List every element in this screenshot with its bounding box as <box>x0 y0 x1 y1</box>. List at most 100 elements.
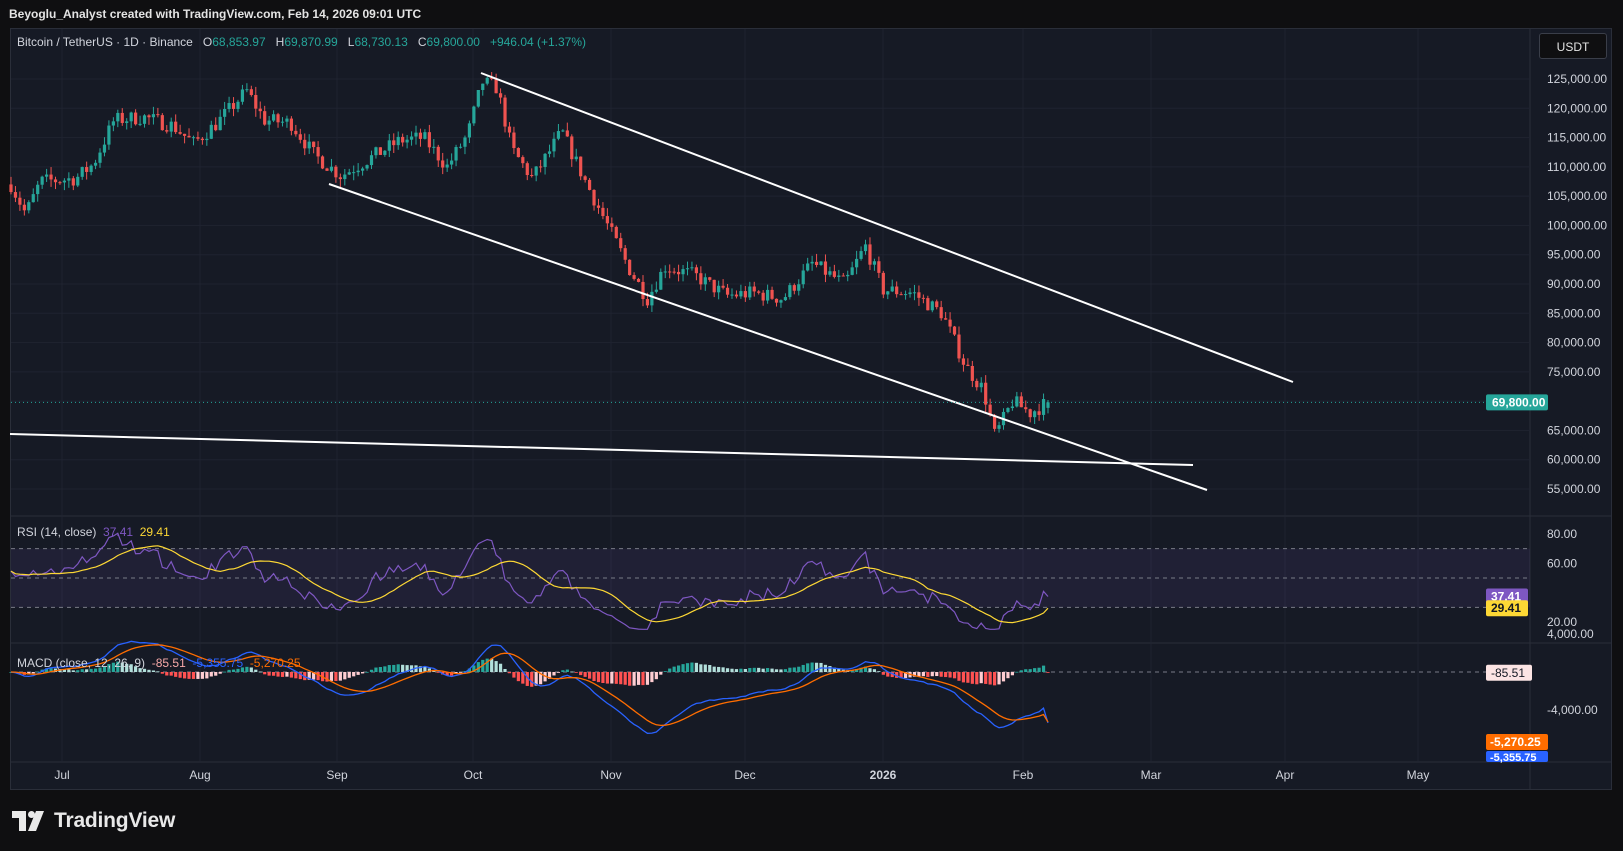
macd-hist-bar-27 <box>129 664 133 672</box>
candle-body-205 <box>921 297 925 299</box>
macd-hist-bar-45 <box>209 672 213 677</box>
candle-body-2 <box>18 197 22 205</box>
macd-hist-bar-55 <box>254 669 258 672</box>
macd-tag: -5,355.75 <box>1490 752 1536 764</box>
macd-hist-bar-18 <box>89 668 93 672</box>
macd-hist-bar-12 <box>62 669 67 672</box>
trendline-lower <box>328 183 1208 491</box>
macd-hist-bar-80 <box>365 671 369 673</box>
macd-hist-bar-88 <box>401 664 405 672</box>
candle-body-209 <box>939 307 943 319</box>
macd-hist-bar-32 <box>151 670 156 672</box>
rsi-ma-tag-bg <box>1486 600 1528 617</box>
macd-hist-bar-141 <box>636 672 641 685</box>
macd-hist-bar-223 <box>1001 672 1006 682</box>
candle-body-10 <box>53 179 58 183</box>
candle-body-212 <box>952 326 957 335</box>
candle-body-163 <box>734 294 739 297</box>
candle-body-197 <box>886 291 890 295</box>
candle-body-222 <box>997 425 1001 429</box>
candle-body-199 <box>895 286 899 295</box>
candle-body-144 <box>650 291 654 306</box>
macd-hist-bar-8 <box>45 668 49 672</box>
macd-hist-bar-52 <box>240 667 245 672</box>
candle-body-182 <box>819 261 823 265</box>
macd-hist-bar-154 <box>694 662 698 672</box>
candle-body-177 <box>797 284 801 291</box>
candle-body-63 <box>289 118 293 131</box>
rsi-title: RSI (14, close) <box>17 525 97 539</box>
macd-hist-bar-53 <box>245 666 249 672</box>
macd-hist-bar-192 <box>863 666 868 672</box>
price-axis-label-1: 120,000.00 <box>1547 101 1607 115</box>
candle-body-42 <box>196 137 200 139</box>
candle-body-149 <box>672 271 676 273</box>
macd-hist-bar-155 <box>699 664 703 672</box>
macd-pane <box>9 640 1530 734</box>
candle-body-97 <box>441 160 445 168</box>
candle-body-58 <box>267 120 271 125</box>
rsi-value: 37.41 <box>103 525 134 539</box>
price-axis-label-11: 65,000.00 <box>1547 423 1601 437</box>
macd-hist-tag-bg <box>1486 664 1532 681</box>
candle-body-206 <box>926 298 930 311</box>
rsi-ma-line <box>10 545 1049 624</box>
macd-hist-bar-85 <box>387 665 391 672</box>
candle-body-110 <box>498 93 503 98</box>
candle-body-226 <box>1015 396 1019 407</box>
candle-body-185 <box>832 271 836 277</box>
candle-body-130 <box>587 179 592 190</box>
candle-body-141 <box>636 278 641 282</box>
candle-body-175 <box>788 285 792 298</box>
macd-hist-bar-210 <box>944 672 948 678</box>
candle-body-29 <box>138 123 142 125</box>
rsi-ma-tag: 29.41 <box>1491 601 1521 615</box>
candle-body-14 <box>71 178 75 186</box>
macd-hist-bar-115 <box>521 672 525 684</box>
tradingview-logo[interactable]: TradingView <box>12 808 175 834</box>
macd-hist-bar-25 <box>120 662 124 672</box>
macd-hist-bar-140 <box>632 672 636 686</box>
candle-body-173 <box>779 300 783 303</box>
candle-body-218 <box>979 382 983 388</box>
macd-hist-bar-143 <box>645 672 650 685</box>
macd-hist-bar-220 <box>988 672 992 685</box>
macd-hist-bar-209 <box>939 672 943 677</box>
macd-hist-bar-161 <box>725 668 730 672</box>
macd-hist-bar-59 <box>271 672 276 676</box>
candle-body-198 <box>890 286 894 292</box>
macd-hist-bar-201 <box>903 672 908 678</box>
macd-hist-bar-54 <box>249 667 253 672</box>
candle-body-12 <box>62 180 67 183</box>
candle-body-227 <box>1019 396 1023 408</box>
macd-hist-bar-168 <box>757 667 761 672</box>
macd-hist-bar-132 <box>596 672 601 683</box>
macd-hist-bar-204 <box>917 672 921 677</box>
candle-body-99 <box>450 160 454 165</box>
macd-hist-bar-199 <box>895 672 899 678</box>
macd-hist-bar-24 <box>116 661 120 672</box>
macd-hist-bar-166 <box>748 667 752 672</box>
macd-hist-bar-164 <box>739 668 743 672</box>
candle-body-40 <box>187 135 191 138</box>
macd-hist-bar-114 <box>516 672 520 682</box>
candle-body-180 <box>810 261 814 264</box>
candle-body-192 <box>863 244 868 252</box>
price-axis-label-5: 100,000.00 <box>1547 218 1607 232</box>
macd-hist-bar-107 <box>485 658 489 672</box>
macd-hist-bar-144 <box>650 672 654 683</box>
macd-hist-bar-163 <box>734 669 739 672</box>
candle-body-31 <box>147 115 151 118</box>
macd-hist-bar-139 <box>628 672 632 686</box>
macd-hist-bar-94 <box>427 668 431 672</box>
macd-hist-bar-20 <box>98 667 102 672</box>
candle-body-6 <box>36 184 40 195</box>
currency-button[interactable]: USDT <box>1539 33 1607 59</box>
candle-body-11 <box>58 182 62 184</box>
macd-hist-bar-136 <box>614 672 618 684</box>
macd-value: -5,355.75 <box>192 656 244 670</box>
candle-body-33 <box>156 114 160 116</box>
low-label: L <box>347 35 355 49</box>
candle-body-210 <box>944 318 948 320</box>
